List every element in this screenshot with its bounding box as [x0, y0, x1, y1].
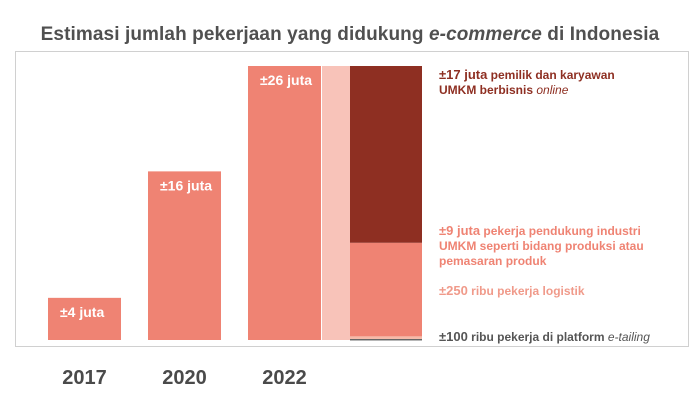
breakdown-label-2-line-1: ±250 ribu pekerja logistik	[439, 283, 585, 298]
breakdown-segment-1	[350, 338, 422, 341]
bar-2017	[48, 297, 121, 340]
chart-title: Estimasi jumlah pekerjaan yang didukung …	[40, 24, 660, 45]
bar-2020	[148, 171, 221, 340]
breakdown-segment-4	[350, 66, 422, 243]
breakdown-segment-2	[350, 336, 422, 339]
breakdown-label-3-line-1: ±9 juta pekerja pendukung industri	[439, 223, 641, 238]
breakdown-segment-3	[350, 242, 422, 337]
chart-frame	[15, 51, 689, 347]
breakdown-label-4-line-2: UMKM berbisnis online	[439, 83, 569, 97]
value-label-2020: ±16 juta	[160, 177, 212, 193]
breakdown-label-4-line-1: ±17 juta pemilik dan karyawan	[439, 67, 615, 82]
category-label-2022: 2022	[262, 367, 307, 389]
breakdown-label-3-line-2: UMKM seperti bidang produksi atau	[439, 239, 644, 253]
bar-2022	[248, 66, 321, 340]
breakdown-label-3-line-3: pemasaran produk	[439, 254, 547, 268]
category-label-2017: 2017	[62, 367, 107, 389]
breakdown-label-1-line-1: ±100 ribu pekerja di platform e-tailing	[439, 329, 650, 344]
value-label-2022: ±26 juta	[260, 72, 312, 88]
breakdown-connector	[322, 66, 350, 340]
value-label-2017: ±4 juta	[60, 304, 104, 320]
category-label-2020: 2020	[162, 367, 207, 389]
